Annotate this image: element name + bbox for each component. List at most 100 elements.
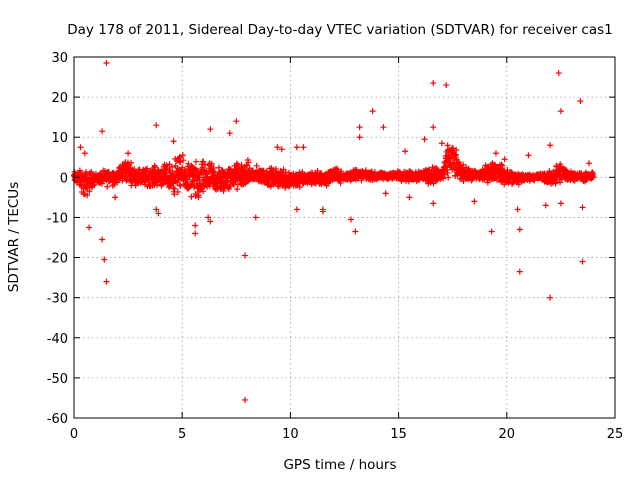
x-tick-label: 20 — [499, 427, 516, 442]
outlier-point — [170, 138, 177, 145]
outlier-point — [226, 130, 233, 137]
outlier-point — [443, 82, 450, 89]
data-point — [188, 162, 195, 169]
y-tick-label: -10 — [47, 211, 68, 226]
data-point — [444, 142, 451, 149]
data-point — [433, 165, 440, 172]
y-tick-label: 10 — [51, 131, 68, 146]
outlier-point — [356, 134, 363, 141]
y-tick-label: 30 — [51, 51, 68, 66]
data-point — [200, 188, 207, 195]
outlier-point — [155, 210, 162, 217]
outlier-point — [99, 128, 106, 135]
outlier-point — [192, 222, 199, 229]
outlier-point — [557, 200, 564, 207]
outlier-point — [555, 70, 562, 77]
y-tick-label: 20 — [51, 91, 68, 106]
data-point — [158, 181, 165, 188]
data-point — [233, 160, 240, 167]
outlier-point — [430, 124, 437, 131]
x-axis-ticks: 0 5 10 15 20 25 — [70, 57, 623, 442]
data-point — [189, 178, 196, 185]
outlier-point — [252, 214, 259, 221]
data-point — [333, 165, 340, 172]
data-point — [444, 169, 451, 176]
data-point — [174, 188, 181, 195]
data-point — [432, 178, 439, 185]
outlier-point — [153, 206, 160, 213]
data-point — [115, 176, 122, 183]
outlier-point — [293, 144, 300, 151]
data-point — [180, 157, 187, 164]
outlier-point — [382, 190, 389, 197]
data-point — [169, 163, 176, 170]
outlier-point — [103, 278, 110, 285]
outlier-point — [577, 98, 584, 105]
data-point — [188, 193, 195, 200]
outlier-point — [300, 144, 307, 151]
outlier-point — [471, 198, 478, 205]
data-points — [71, 60, 597, 403]
x-tick-label: 10 — [282, 427, 299, 442]
outlier-point — [207, 126, 214, 133]
data-point — [208, 160, 215, 167]
data-point — [128, 159, 135, 166]
grid-lines — [74, 57, 615, 418]
data-point — [210, 164, 217, 171]
data-point — [460, 161, 467, 168]
outlier-point — [81, 150, 88, 157]
outlier-point — [402, 148, 409, 155]
y-axis-label: SDTVAR / TECUs — [6, 182, 22, 292]
outlier-point — [352, 228, 359, 235]
data-point — [200, 158, 207, 165]
data-point — [515, 181, 522, 188]
data-point — [441, 171, 448, 178]
data-point — [453, 146, 460, 153]
outlier-point — [586, 160, 593, 167]
data-point — [445, 174, 452, 181]
data-point — [443, 163, 450, 170]
outlier-point — [192, 230, 199, 237]
y-tick-label: -30 — [47, 292, 68, 307]
data-point — [282, 169, 289, 176]
outlier-point — [369, 108, 376, 115]
outlier-point — [430, 200, 437, 207]
y-tick-label: -40 — [47, 332, 68, 347]
outlier-point — [77, 144, 84, 151]
outlier-point — [380, 124, 387, 131]
x-axis-label: GPS time / hours — [283, 457, 396, 473]
outlier-point — [356, 124, 363, 131]
data-point — [446, 155, 453, 162]
data-point — [299, 168, 306, 175]
data-point — [192, 192, 199, 199]
outlier-point — [86, 224, 93, 231]
outlier-point — [430, 80, 437, 87]
y-tick-label: 0 — [60, 171, 68, 186]
data-point — [220, 188, 227, 195]
data-point — [84, 192, 91, 199]
outlier-point — [516, 226, 523, 233]
data-point — [499, 162, 506, 169]
data-point — [151, 164, 158, 171]
data-point — [171, 185, 178, 192]
outlier-point — [241, 396, 248, 403]
data-point — [202, 162, 209, 169]
data-point — [195, 192, 202, 199]
outlier-point — [112, 194, 119, 201]
outlier-point — [406, 194, 413, 201]
outlier-point — [101, 256, 108, 263]
data-point — [185, 160, 192, 167]
x-tick-label: 15 — [390, 427, 407, 442]
outlier-point — [516, 268, 523, 275]
outlier-point — [488, 228, 495, 235]
outlier-point — [103, 60, 110, 67]
y-tick-label: -20 — [47, 252, 68, 267]
x-tick-label: 25 — [607, 427, 624, 442]
data-point — [171, 191, 178, 198]
outlier-point — [233, 118, 240, 125]
outlier-point — [557, 108, 564, 115]
x-tick-label: 5 — [178, 427, 186, 442]
chart-title: Day 178 of 2011, Sidereal Day-to-day VTE… — [67, 22, 613, 38]
data-point — [456, 159, 463, 166]
outlier-point — [492, 150, 499, 157]
